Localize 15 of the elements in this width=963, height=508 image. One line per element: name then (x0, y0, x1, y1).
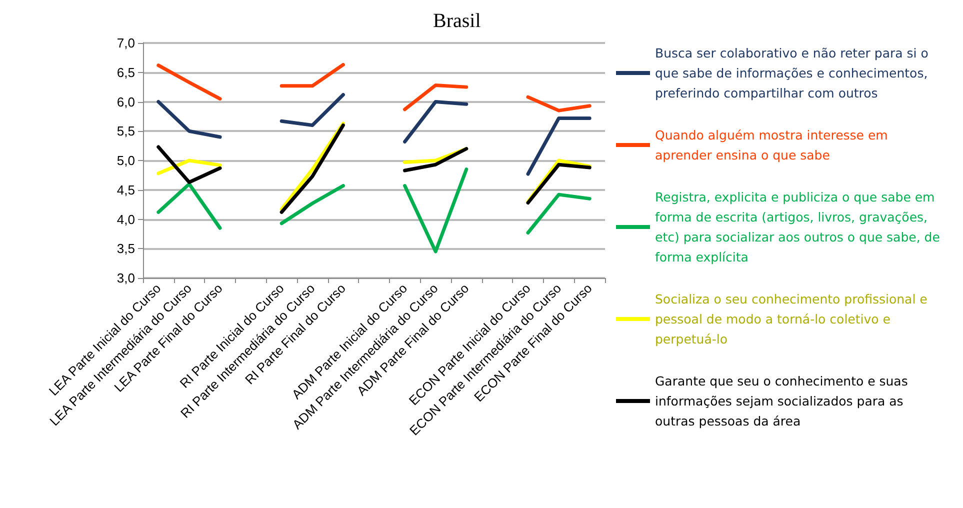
y-tick-label: 4,5 (116, 182, 135, 198)
y-tick-label: 6,0 (116, 94, 135, 110)
y-tick-label: 5,0 (116, 153, 135, 168)
y-tick-label: 3,0 (116, 270, 135, 286)
legend-label: Registra, explicita e publiciza o que sabe em forma de escrita (artigos, livros, gravações, etc) para socializar aos outros o que sabe, de forma explícita (655, 190, 944, 264)
y-tick-label: 4,0 (116, 212, 135, 227)
y-tick-label: 6,5 (116, 64, 135, 80)
y-tick-label: 7,0 (116, 36, 135, 50)
y-tick-label: 3,5 (116, 241, 135, 256)
chart-title: Brasil (433, 10, 482, 32)
legend-label: Quando alguém mostra interesse em aprender ensina o que sabe (655, 128, 892, 162)
y-tick-label: 5,5 (116, 124, 135, 139)
legend-label: Socializa o seu conhecimento profissional e pessoal de modo a torná-lo coletivo e perpetuá-lo (655, 292, 932, 346)
legend-label: Busca ser colaborativo e não reter para si o que sabe de informações e conhecimentos, preferindo compartilhar com outros (655, 46, 932, 100)
legend-label: Garante que seu o conhecimento e suas informações sejam socializados para as outras pessoas da área (655, 374, 912, 428)
